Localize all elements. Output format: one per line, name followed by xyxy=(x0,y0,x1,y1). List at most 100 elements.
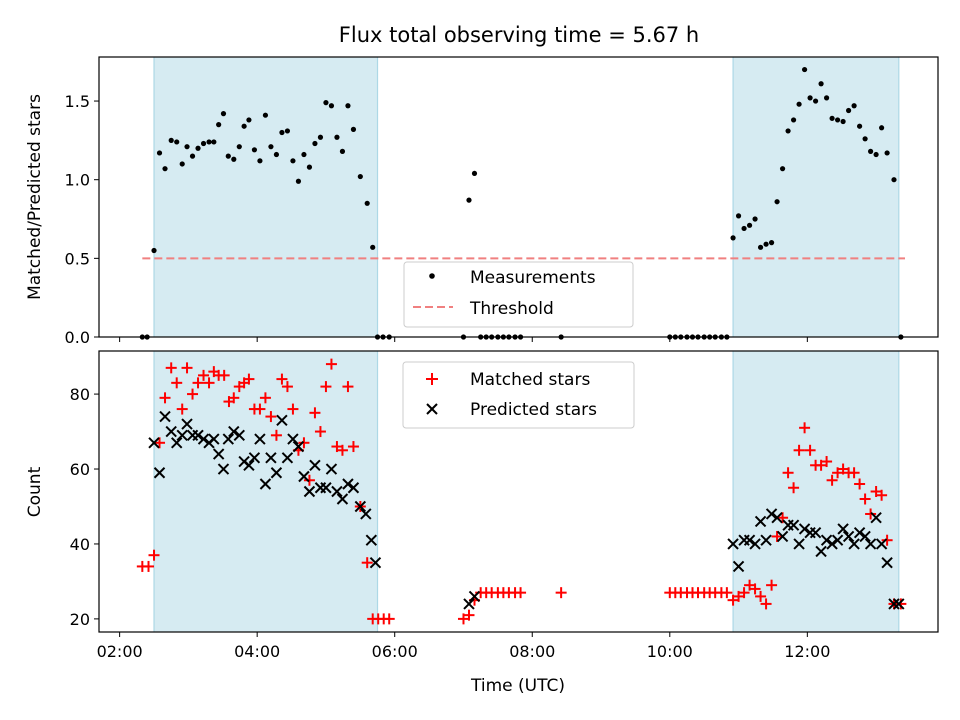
predicted-star-point xyxy=(881,556,893,569)
measurement-point xyxy=(851,103,857,109)
predicted-star-point xyxy=(331,485,343,498)
measurement-point xyxy=(471,170,478,177)
measurement-point xyxy=(162,166,168,172)
ratio-panel-frame xyxy=(98,56,939,338)
matched-star-point xyxy=(259,392,271,404)
matched-star-point xyxy=(865,508,877,520)
measurement-point xyxy=(317,134,324,140)
matched-star-point xyxy=(309,407,321,419)
matched-star-point xyxy=(821,456,833,468)
predicted-star-point xyxy=(320,482,332,494)
measurement-point xyxy=(873,151,879,158)
measurement-point xyxy=(246,117,252,123)
measurement-point xyxy=(231,156,237,162)
predicted-star-point xyxy=(776,530,789,543)
predicted-star-point xyxy=(208,433,220,445)
predicted-star-point xyxy=(181,418,193,430)
matched-star-point xyxy=(826,474,838,486)
measurement-point xyxy=(323,100,329,106)
measurement-point xyxy=(357,173,363,180)
predicted-star-point xyxy=(325,463,338,475)
matched-star-point xyxy=(154,437,166,449)
predicted-star-point xyxy=(347,482,360,494)
matched-star-point xyxy=(854,478,866,490)
measurement-point xyxy=(768,240,775,246)
x-tick-label: 06:00 xyxy=(372,642,418,661)
predicted-star-point xyxy=(259,478,272,490)
predicted-star-point xyxy=(159,410,171,423)
predicted-star-point xyxy=(727,538,739,550)
x-tick-label: 10:00 xyxy=(647,642,693,661)
measurement-point xyxy=(220,111,227,117)
legend-predicted-marker xyxy=(426,403,438,415)
matched-star-point xyxy=(325,358,337,370)
legend-predicted-label: Predicted stars xyxy=(470,400,597,420)
measurement-point xyxy=(174,139,180,145)
chart-title: Flux total observing time = 5.67 h xyxy=(339,23,699,47)
measurement-point xyxy=(156,150,163,156)
predicted-star-point xyxy=(870,512,882,524)
measurement-point xyxy=(879,125,885,131)
measurement-point xyxy=(884,150,890,156)
measurement-point xyxy=(730,235,736,241)
measurement-point xyxy=(746,222,753,228)
measurement-point xyxy=(818,81,824,87)
measurement-point xyxy=(796,101,802,107)
legend-matched-marker xyxy=(426,373,438,385)
measurement-point xyxy=(823,95,830,101)
matched-star-point xyxy=(159,392,171,404)
measurement-point xyxy=(290,158,296,164)
predicted-star-point xyxy=(787,519,800,531)
legend-measurements-label: Measurements xyxy=(470,268,596,288)
predicted-star-point xyxy=(732,560,745,573)
matched-star-point xyxy=(804,444,816,456)
predicted-star-point xyxy=(298,470,310,483)
y-tick-label: 80 xyxy=(70,385,90,404)
measurement-point xyxy=(328,103,335,109)
matched-star-point xyxy=(749,583,761,595)
measurement-point xyxy=(295,178,302,184)
ratio-legend-box xyxy=(403,261,634,328)
predicted-star-point xyxy=(265,452,277,464)
x-axis-label: Time (UTC) xyxy=(470,676,565,696)
measurement-point xyxy=(785,128,791,134)
measurement-point xyxy=(763,241,769,247)
predicted-star-point xyxy=(468,590,481,603)
measurement-point xyxy=(184,144,190,150)
predicted-star-point xyxy=(197,433,210,445)
matched-star-point xyxy=(793,444,805,456)
matched-star-point xyxy=(331,441,343,453)
predicted-star-point xyxy=(228,425,240,438)
matched-star-point xyxy=(254,403,266,415)
predicted-star-point xyxy=(354,500,367,513)
matched-star-point xyxy=(881,534,893,546)
measurement-point xyxy=(812,98,819,104)
y-tick-label: 60 xyxy=(70,460,90,479)
matched-star-point xyxy=(895,598,907,610)
matched-star-point xyxy=(171,377,183,389)
shaded-interval xyxy=(154,57,378,337)
matched-star-point xyxy=(287,403,299,415)
matched-star-point xyxy=(342,381,354,393)
matched-star-point xyxy=(799,422,811,434)
matched-star-point xyxy=(303,474,315,486)
predicted-star-point xyxy=(859,530,871,543)
matched-star-point xyxy=(192,377,204,389)
matched-star-point xyxy=(721,587,733,599)
predicted-star-point xyxy=(837,523,849,535)
matched-star-point xyxy=(876,489,888,501)
matched-star-point xyxy=(815,459,827,471)
predicted-star-point xyxy=(217,463,230,475)
matched-star-point xyxy=(228,392,240,404)
matched-star-point xyxy=(176,403,188,415)
predicted-star-point xyxy=(815,545,827,558)
measurement-point xyxy=(225,153,231,159)
predicted-star-point xyxy=(793,538,805,550)
x-tick-label: 08:00 xyxy=(509,642,555,661)
predicted-star-point xyxy=(153,467,166,479)
matched-star-point xyxy=(181,362,193,374)
count-y-axis-label: Count xyxy=(25,466,45,517)
predicted-star-point xyxy=(365,534,378,546)
measurement-point xyxy=(200,140,207,147)
predicted-star-point xyxy=(760,534,772,546)
